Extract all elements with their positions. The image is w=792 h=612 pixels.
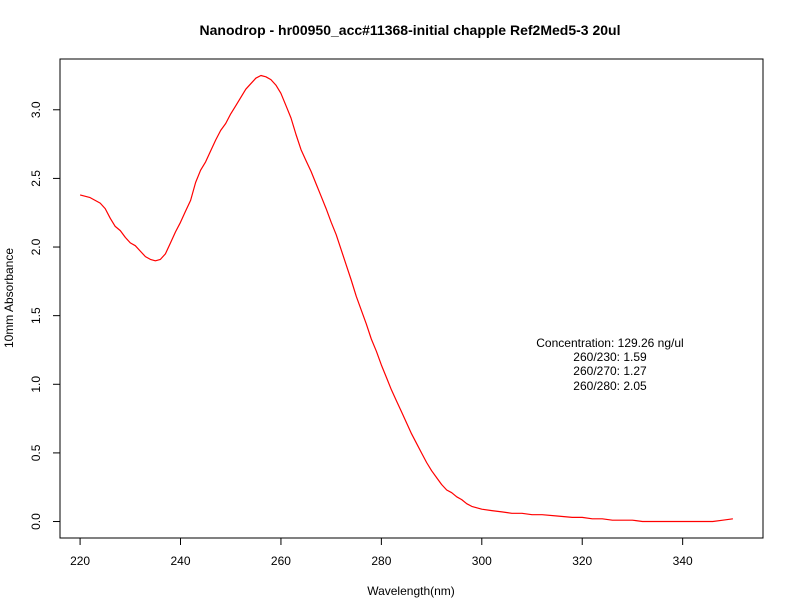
x-tick-label: 300 [472,554,492,568]
y-tick-label: 2.0 [29,238,43,255]
x-tick-label: 340 [673,554,693,568]
x-axis-label: Wavelength(nm) [367,584,455,598]
x-tick-label: 260 [271,554,291,568]
x-tick-label: 220 [70,554,90,568]
plot-frame [59,58,764,539]
absorbance-series-line [79,74,733,523]
annotation-260-230: 260/230: 1.59 [573,350,647,364]
annotation-block: Concentration: 129.26 ng/ul 260/230: 1.5… [536,336,683,393]
y-tick-label: 0.0 [29,513,43,530]
y-tick-label: 2.5 [29,170,43,187]
x-tick-label: 320 [572,554,592,568]
y-tick-label: 1.0 [29,376,43,393]
x-axis: 220 240 260 280 300 320 340 [70,537,693,568]
x-tick-label: 280 [371,554,391,568]
x-tick-label: 240 [170,554,190,568]
series-layer [79,74,733,523]
y-tick-label: 0.5 [29,444,43,461]
annotation-260-280: 260/280: 2.05 [573,379,647,393]
chart-title: Nanodrop - hr00950_acc#11368-initial cha… [200,22,621,38]
y-axis: 0.0 0.5 1.0 1.5 2.0 2.5 3.0 [29,101,61,530]
y-tick-label: 1.5 [29,307,43,324]
annotation-260-270: 260/270: 1.27 [573,364,647,378]
y-tick-label: 3.0 [29,101,43,118]
annotation-concentration: Concentration: 129.26 ng/ul [536,336,683,350]
y-axis-label: 10mm Absorbance [2,248,16,348]
